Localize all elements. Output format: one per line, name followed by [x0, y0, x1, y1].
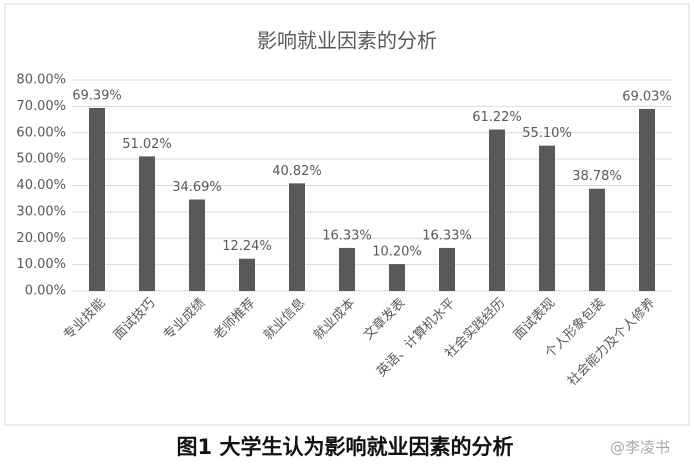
- y-tick-label: 40.00%: [16, 178, 66, 193]
- caption: 图1 大学生认为影响就业因素的分析: [177, 435, 514, 459]
- value-label: 12.24%: [222, 239, 272, 254]
- y-tick-label: 20.00%: [16, 231, 66, 246]
- chart-frame: [4, 3, 690, 426]
- value-label: 10.20%: [372, 245, 422, 260]
- bar: [339, 247, 355, 291]
- bar: [589, 188, 605, 291]
- y-tick-label: 80.00%: [16, 73, 66, 88]
- y-tick-label: 10.00%: [16, 257, 66, 272]
- bar: [89, 107, 105, 291]
- value-label: 34.69%: [172, 180, 222, 195]
- value-label: 40.82%: [272, 164, 322, 179]
- y-tick-label: 70.00%: [16, 99, 66, 114]
- bar: [539, 145, 555, 291]
- value-label: 69.39%: [72, 88, 122, 103]
- bar: [189, 199, 205, 291]
- value-label: 69.03%: [622, 89, 672, 104]
- value-label: 55.10%: [522, 126, 572, 141]
- value-label: 51.02%: [122, 137, 172, 152]
- bar: [289, 183, 305, 291]
- value-label: 61.22%: [472, 110, 522, 125]
- value-label: 16.33%: [422, 228, 472, 243]
- y-tick-label: 30.00%: [16, 204, 66, 219]
- value-label: 16.33%: [322, 228, 372, 243]
- bar: [439, 247, 455, 291]
- bar: [239, 258, 255, 291]
- bar: [489, 129, 505, 291]
- y-tick-label: 0.00%: [25, 284, 66, 299]
- watermark: @李凌书: [610, 439, 670, 457]
- y-tick-label: 60.00%: [16, 125, 66, 140]
- y-tick-label: 50.00%: [16, 152, 66, 167]
- bar: [139, 156, 155, 291]
- bar: [639, 108, 655, 291]
- chart-title: 影响就业因素的分析: [257, 29, 437, 53]
- bar: [389, 264, 405, 291]
- value-label: 38.78%: [572, 169, 622, 184]
